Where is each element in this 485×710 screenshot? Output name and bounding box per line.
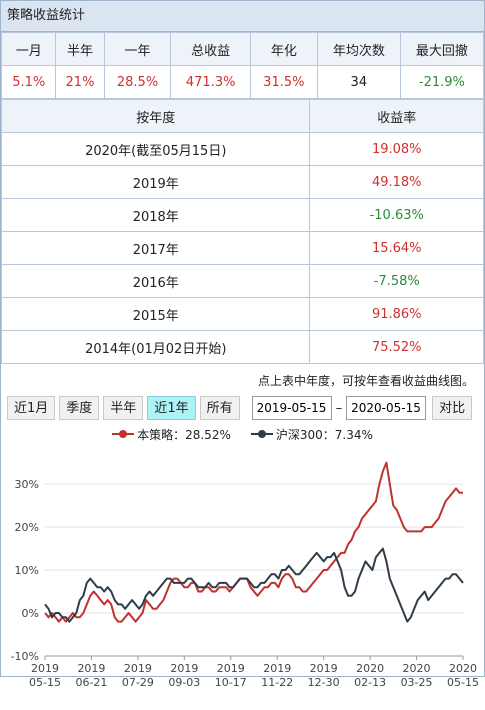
- summary-value-cell: 28.5%: [103, 65, 172, 99]
- legend-label-index: 沪深300：7.34%: [275, 427, 373, 442]
- year-label[interactable]: 2019年: [0, 165, 311, 199]
- summary-values-row: 5.1% 21% 28.5% 471.3% 31.5% 34 -21.9%: [0, 65, 485, 99]
- summary-header-cell: 半年: [55, 32, 105, 66]
- summary-table: 一月 半年 一年 总收益 年化 年均次数 最大回撤 5.1% 21% 28.5% 471.3% 31…: [0, 32, 485, 99]
- x-tick-year: 2019: [217, 662, 245, 675]
- y-tick-label: 10%: [15, 564, 39, 577]
- period-button[interactable]: 所有: [199, 396, 240, 420]
- summary-header-cell: 一月: [0, 32, 57, 66]
- year-return: -7.58%: [309, 264, 484, 298]
- chart-legend: 本策略：28.52% 沪深300：7.34%: [1, 424, 484, 444]
- legend-marker-strategy: [112, 430, 135, 438]
- period-button[interactable]: 季度: [59, 396, 100, 420]
- compare-button[interactable]: 对比: [432, 396, 473, 420]
- legend-item-index[interactable]: 沪深300：7.34%: [250, 426, 373, 443]
- series-line-index: [44, 547, 464, 623]
- x-tick-year: 2020: [356, 662, 384, 675]
- y-tick-label: 0%: [22, 607, 39, 620]
- period-button[interactable]: 半年: [103, 396, 144, 420]
- x-tick-year: 2020: [449, 662, 477, 675]
- series-line-strategy: [44, 461, 463, 623]
- year-return: 15.64%: [309, 231, 484, 265]
- x-tick-year: 2019: [170, 662, 198, 675]
- x-tick-year: 2019: [124, 662, 152, 675]
- year-return: 91.86%: [309, 297, 484, 331]
- summary-header-row: 一月 半年 一年 总收益 年化 年均次数 最大回撤: [0, 32, 485, 66]
- summary-header-cell: 年化: [249, 32, 318, 66]
- summary-header-cell: 一年: [103, 32, 172, 66]
- summary-value-cell: 471.3%: [170, 65, 251, 99]
- year-label[interactable]: 2017年: [0, 231, 311, 265]
- year-label[interactable]: 2016年: [0, 264, 311, 298]
- x-tick-date: 02-13: [354, 676, 386, 689]
- summary-value-cell: 31.5%: [249, 65, 318, 99]
- year-row[interactable]: 2016年 -7.58%: [0, 264, 484, 298]
- end-date-input[interactable]: [346, 396, 427, 420]
- x-tick-date: 03-25: [401, 676, 433, 689]
- year-return: 75.52%: [309, 330, 484, 364]
- summary-header-cell: 年均次数: [316, 32, 401, 66]
- x-tick-year: 2019: [77, 662, 105, 675]
- header-year: 按年度: [0, 99, 311, 133]
- summary-value-cell: 21%: [55, 65, 105, 99]
- year-row[interactable]: 2015年 91.86%: [0, 297, 484, 331]
- year-row[interactable]: 2019年 49.18%: [0, 165, 484, 199]
- summary-value-cell: 5.1%: [0, 65, 57, 99]
- x-tick-date: 11-22: [261, 676, 293, 689]
- year-row[interactable]: 2014年(01月02日开始) 75.52%: [0, 330, 484, 364]
- year-label[interactable]: 2018年: [0, 198, 311, 232]
- year-return: 49.18%: [309, 165, 484, 199]
- yearly-returns-table: 按年度 收益率 2020年(截至05月15日) 19.08% 2019年 49.18%…: [0, 99, 484, 364]
- panel-title: 策略收益统计: [1, 1, 484, 32]
- period-button[interactable]: 近1月: [7, 396, 56, 420]
- date-dash: –: [335, 400, 343, 416]
- header-return: 收益率: [309, 99, 484, 133]
- legend-marker-index: [250, 430, 273, 438]
- y-tick-label: -10%: [11, 650, 39, 663]
- return-line-chart: -10%0%10%20%30%201905-15201906-21201907-…: [11, 461, 479, 689]
- year-return: -10.63%: [309, 198, 484, 232]
- x-tick-date: 05-15: [29, 676, 61, 689]
- strategy-stats-panel: 策略收益统计 一月 半年 一年 总收益 年化 年均次数 最大回撤 5.1% 21% 28.5% 4…: [0, 0, 485, 689]
- year-label[interactable]: 2020年(截至05月15日): [0, 132, 311, 166]
- y-tick-label: 30%: [15, 478, 39, 491]
- x-tick-year: 2019: [263, 662, 291, 675]
- x-tick-date: 07-29: [122, 676, 154, 689]
- year-row[interactable]: 2018年 -10.63%: [0, 198, 484, 232]
- period-button[interactable]: 近1年: [147, 396, 196, 420]
- y-tick-label: 20%: [15, 521, 39, 534]
- yearly-header-row: 按年度 收益率: [0, 99, 484, 133]
- year-row[interactable]: 2020年(截至05月15日) 19.08%: [0, 132, 484, 166]
- summary-header-cell: 最大回撤: [399, 32, 485, 66]
- x-tick-year: 2019: [31, 662, 59, 675]
- start-date-input[interactable]: [251, 396, 332, 420]
- legend-label-strategy: 本策略：28.52%: [137, 427, 231, 442]
- legend-item-strategy[interactable]: 本策略：28.52%: [112, 426, 231, 443]
- summary-value-cell: 34: [316, 65, 401, 99]
- x-tick-year: 2020: [403, 662, 431, 675]
- x-tick-year: 2019: [310, 662, 338, 675]
- year-label[interactable]: 2015年: [0, 297, 311, 331]
- x-tick-date: 09-03: [168, 676, 200, 689]
- x-tick-date: 12-30: [308, 676, 340, 689]
- hint-text: 点上表中年度，可按年查看收益曲线图。: [257, 374, 474, 388]
- summary-value-cell: -21.9%: [399, 65, 485, 99]
- x-tick-date: 05-15: [447, 676, 479, 689]
- year-row[interactable]: 2017年 15.64%: [0, 231, 484, 265]
- summary-header-cell: 总收益: [170, 32, 251, 66]
- x-tick-date: 10-17: [215, 676, 247, 689]
- year-label[interactable]: 2014年(01月02日开始): [0, 330, 311, 364]
- x-tick-date: 06-21: [75, 676, 107, 689]
- year-return: 19.08%: [309, 132, 484, 166]
